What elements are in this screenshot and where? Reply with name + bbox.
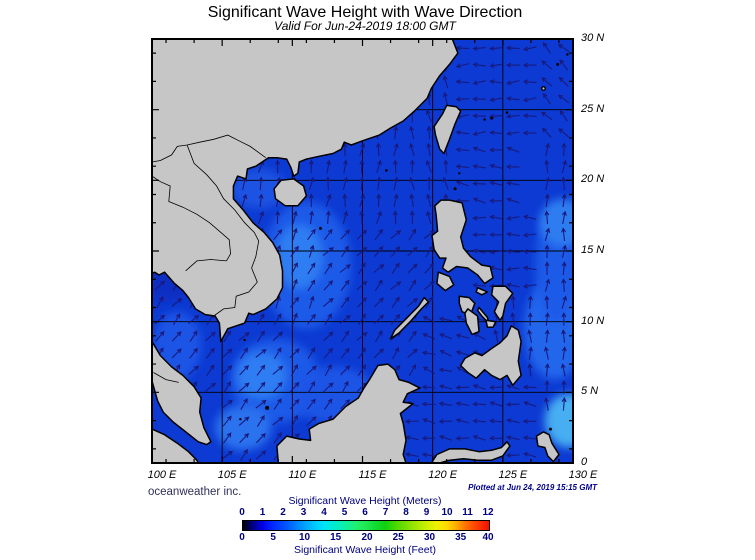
island-batan — [458, 172, 461, 175]
legend-feet-title: Significant Wave Height (Feet) — [293, 544, 436, 556]
border-vietnam-laos — [186, 144, 260, 242]
island-pratas — [385, 169, 388, 172]
feet-tick-30: 30 — [423, 532, 436, 543]
feet-tick-20: 20 — [361, 532, 373, 543]
lat-label-20N: 20 N — [581, 173, 605, 186]
feet-tick-10: 10 — [298, 532, 311, 543]
meters-tick-2: 2 — [280, 507, 286, 518]
island-morotai — [549, 427, 552, 431]
meters-tick-1: 1 — [259, 507, 266, 518]
land-malay-peninsula — [152, 340, 212, 446]
land-masbate — [475, 286, 489, 296]
border-cambodia-vietnam — [213, 241, 260, 317]
lat-label-10N: 10 N — [581, 314, 605, 327]
feet-tick-25: 25 — [392, 532, 404, 543]
island-ishigaki — [490, 116, 494, 120]
lat-label-5N: 5 N — [581, 385, 599, 398]
meters-tick-5: 5 — [341, 507, 348, 518]
land-luzon — [431, 199, 494, 285]
lat-label-30N: 30 N — [581, 32, 605, 44]
border-laos-thailand — [152, 175, 232, 262]
land-bohol — [485, 319, 497, 329]
meters-tick-11: 11 — [462, 507, 473, 518]
chart-valid-time: Valid For Jun-24-2019 18:00 GMT — [274, 19, 456, 33]
lon-label-120E: 120 E — [428, 469, 458, 481]
land-cebu — [476, 306, 490, 324]
feet-tick-40: 40 — [482, 532, 494, 543]
border-thailand-cambodia — [185, 259, 227, 272]
island-amami — [556, 62, 560, 66]
meters-tick-8: 8 — [403, 507, 409, 518]
island-babuyan — [453, 187, 457, 191]
map-plot-area — [151, 38, 574, 464]
land-samar-leyte — [490, 285, 514, 322]
island-natuna — [265, 405, 270, 410]
island-miyako — [505, 111, 509, 114]
map-svg — [151, 38, 574, 464]
lon-label-105E: 105 E — [217, 469, 247, 481]
meters-tick-7: 7 — [382, 507, 389, 518]
meters-tick-10: 10 — [441, 507, 453, 518]
lon-label-115E: 115 E — [358, 469, 387, 481]
island-tokara — [566, 53, 569, 56]
chart-title: Significant Wave Height with Wave Direct… — [207, 4, 523, 21]
land-asia-mainland — [152, 39, 459, 343]
plotted-timestamp: Plotted at Jun 24, 2019 15:15 GMT — [468, 483, 597, 492]
lat-label-25N: 25 N — [581, 102, 605, 115]
meters-tick-12: 12 — [482, 507, 494, 518]
colorbar — [242, 520, 490, 531]
meters-tick-6: 6 — [362, 507, 368, 518]
land-palawan — [389, 296, 430, 340]
meters-tick-3: 3 — [300, 507, 307, 518]
lon-label-100E: 100 E — [147, 469, 177, 481]
meters-tick-4: 4 — [321, 507, 327, 518]
land-mindanao — [459, 325, 522, 387]
lon-label-125E: 125 E — [498, 469, 528, 481]
feet-tick-5: 5 — [270, 532, 276, 543]
island-anambas — [239, 418, 242, 421]
island-con-son — [243, 338, 246, 342]
border-china-vietnam — [152, 134, 266, 163]
lat-label-0: 0 — [581, 456, 588, 468]
land-sumatra — [152, 428, 200, 463]
meters-tick-0: 0 — [239, 507, 245, 518]
land-borneo — [276, 363, 421, 463]
lon-label-130E: 130 E — [568, 469, 598, 481]
island-paracel — [318, 226, 322, 230]
land-taiwan — [433, 104, 462, 155]
meters-tick-9: 9 — [423, 507, 430, 518]
legend-meters-title: Significant Wave Height (Meters) — [288, 495, 442, 507]
lat-label-15N: 15 N — [581, 244, 605, 256]
land-halmahera — [535, 431, 560, 463]
land-hainan — [273, 178, 308, 207]
credit-text: oceanweather inc. — [148, 486, 242, 498]
land-sulawesi-north — [430, 441, 511, 463]
feet-tick-0: 0 — [239, 532, 245, 543]
legend-meters-ticks: 0 1 2 3 4 5 6 7 8 9 10 11 12 — [239, 507, 493, 518]
feet-tick-15: 15 — [330, 532, 342, 543]
land-mindoro — [436, 271, 455, 292]
border-thailand-malaysia — [153, 372, 179, 383]
feet-tick-35: 35 — [455, 532, 467, 543]
lon-label-110E: 110 E — [288, 469, 317, 481]
legend-feet-ticks: 0 5 10 15 20 25 30 35 40 — [239, 532, 493, 543]
island-yonaguni — [483, 118, 486, 121]
land-negros — [464, 308, 480, 336]
